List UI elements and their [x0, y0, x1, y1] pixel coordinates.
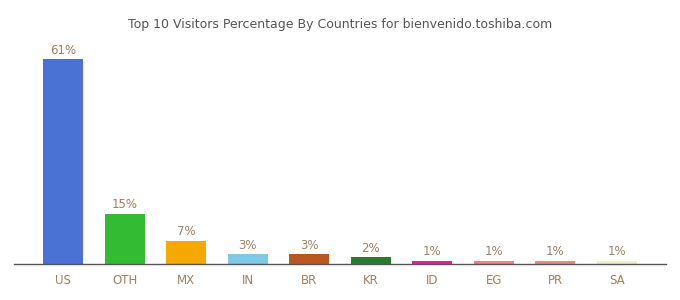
Title: Top 10 Visitors Percentage By Countries for bienvenido.toshiba.com: Top 10 Visitors Percentage By Countries …	[128, 18, 552, 31]
Bar	[597, 261, 636, 264]
Bar	[535, 261, 575, 264]
Bar	[167, 241, 206, 264]
Text: 1%: 1%	[484, 245, 503, 258]
Bar	[44, 59, 83, 264]
Text: 15%: 15%	[112, 198, 138, 212]
Bar	[289, 254, 329, 264]
Bar	[474, 261, 513, 264]
Text: 2%: 2%	[362, 242, 380, 255]
Text: 1%: 1%	[607, 245, 626, 258]
Text: 1%: 1%	[546, 245, 564, 258]
Bar	[351, 257, 391, 264]
Bar	[412, 261, 452, 264]
Text: 3%: 3%	[300, 238, 318, 252]
Bar	[105, 214, 145, 264]
Text: 3%: 3%	[239, 238, 257, 252]
Text: 61%: 61%	[50, 44, 76, 57]
Text: 1%: 1%	[423, 245, 441, 258]
Text: 7%: 7%	[177, 225, 196, 238]
Bar	[228, 254, 268, 264]
